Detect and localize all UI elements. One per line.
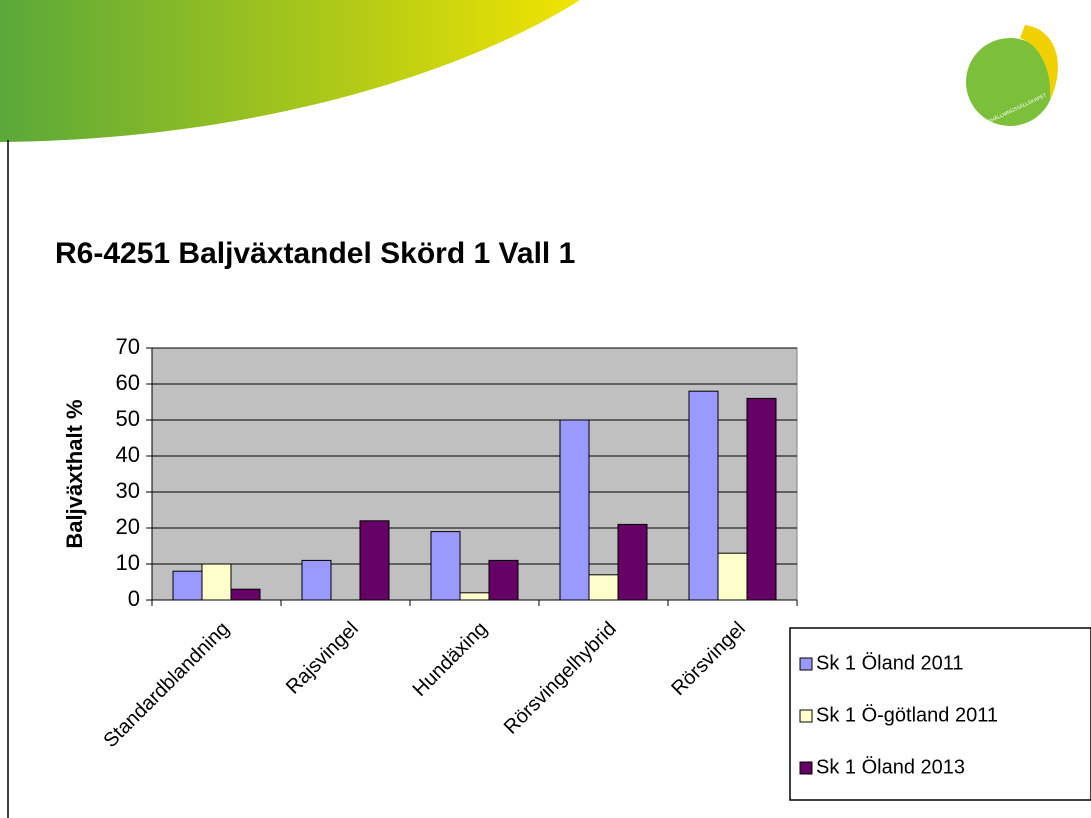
bar [717, 552, 748, 601]
logo-swoosh [1020, 25, 1058, 100]
x-tick-label: Hundäxing [409, 618, 492, 701]
bar [430, 531, 461, 601]
bar [201, 563, 232, 601]
legend-swatch [799, 761, 813, 775]
legend-label: Sk 1 Öland 2013 [816, 756, 965, 778]
y-tick-label: 20 [116, 514, 140, 539]
bar [588, 574, 619, 601]
x-tick-label: Rörsvingel [667, 618, 749, 700]
y-tick-label: 40 [116, 442, 140, 467]
x-tick-label: Rajsvingel [282, 618, 363, 699]
bar [301, 559, 332, 601]
legend-label: Sk 1 Ö-götland 2011 [816, 704, 998, 726]
y-axis-label: Baljväxthalt % [62, 399, 87, 548]
bar [746, 397, 777, 601]
x-tick-label: Standardblandning [99, 618, 233, 752]
y-tick-label: 30 [116, 478, 140, 503]
y-tick-label: 10 [116, 550, 140, 575]
bar [359, 520, 390, 601]
bar [230, 588, 261, 601]
legend-swatch [799, 657, 813, 671]
y-tick-label: 70 [116, 334, 140, 359]
bar [559, 419, 590, 601]
bar [172, 570, 203, 601]
logo-circle [966, 38, 1054, 126]
y-tick-label: 0 [128, 586, 140, 611]
y-tick-label: 60 [116, 370, 140, 395]
logo: HUSHÅLLNINGSSÄLLSKAPET [966, 25, 1058, 128]
legend-box [789, 627, 1091, 801]
bar [459, 592, 490, 601]
legend-swatch [799, 709, 813, 723]
x-tick-label: Rörsvingelhybrid [500, 618, 621, 739]
bar [688, 390, 719, 601]
bar [488, 559, 519, 601]
y-tick-label: 50 [116, 406, 140, 431]
bar [617, 523, 648, 601]
chart-title: R6-4251 Baljväxtandel Skörd 1 Vall 1 [55, 237, 575, 270]
header-swoosh [0, 0, 580, 142]
legend-label: Sk 1 Öland 2011 [816, 652, 964, 674]
